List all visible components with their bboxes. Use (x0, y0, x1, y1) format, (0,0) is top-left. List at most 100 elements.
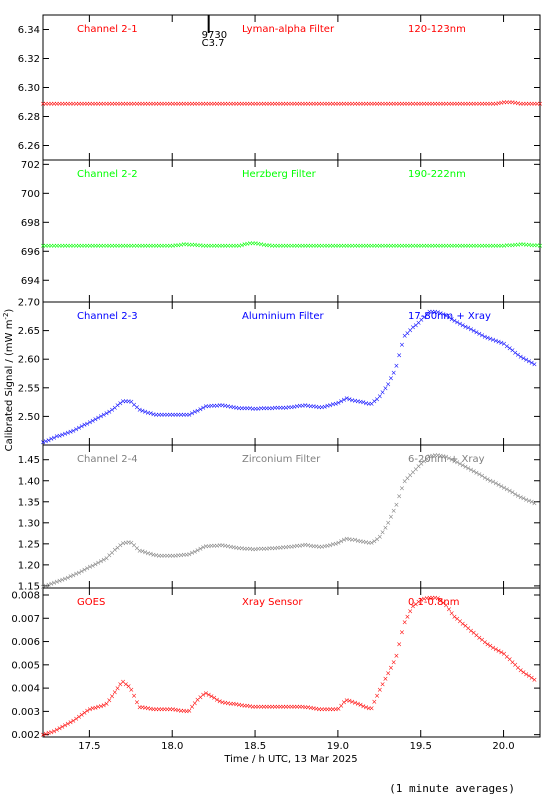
data-point: × (104, 100, 110, 108)
data-point: × (159, 411, 165, 419)
data-point: × (272, 100, 278, 108)
data-point: × (413, 100, 419, 108)
data-point: × (214, 696, 220, 704)
data-point: × (407, 607, 413, 615)
data-point: × (457, 100, 463, 108)
data-point: × (59, 431, 65, 439)
data-point: × (148, 100, 154, 108)
data-point: × (402, 242, 408, 250)
data-point: × (526, 672, 532, 680)
data-point: × (498, 648, 504, 656)
data-point: × (371, 398, 377, 406)
data-point: × (391, 369, 397, 377)
data-point: × (319, 242, 325, 250)
data-point: × (195, 241, 201, 249)
data-point: × (181, 241, 187, 249)
data-point: × (269, 404, 275, 412)
data-point: × (54, 100, 60, 108)
data-point: × (322, 242, 328, 250)
data-point: × (48, 728, 54, 736)
data-point: × (327, 706, 333, 714)
data-point: × (120, 539, 126, 547)
data-point: × (382, 675, 388, 683)
data-point: × (206, 542, 212, 550)
data-point: × (128, 686, 134, 694)
data-point: × (496, 242, 502, 250)
data-point: × (151, 410, 157, 418)
data-point: × (175, 552, 181, 560)
data-point: × (117, 681, 123, 689)
data-point: × (59, 576, 65, 584)
data-point: × (391, 100, 397, 108)
data-point: × (181, 100, 187, 108)
data-point: × (509, 99, 515, 107)
data-point: × (123, 397, 129, 405)
data-point: × (344, 535, 350, 543)
data-point: × (173, 100, 179, 108)
data-point: × (399, 341, 405, 349)
data-point: × (482, 242, 488, 250)
data-point: × (446, 455, 452, 463)
data-point: × (112, 688, 118, 696)
data-point: × (308, 704, 314, 712)
x-axis-title: Time / h UTC, 13 Mar 2025 (223, 754, 357, 765)
data-point: × (322, 100, 328, 108)
data-point: × (405, 474, 411, 482)
data-point: × (214, 242, 220, 250)
data-point: × (490, 478, 496, 486)
data-point: × (40, 439, 46, 447)
data-point: × (120, 678, 126, 686)
data-point: × (333, 400, 339, 408)
data-point: × (278, 404, 284, 412)
data-point: × (217, 402, 223, 410)
data-point: × (73, 570, 79, 578)
data-point: × (51, 579, 57, 587)
data-point: × (347, 100, 353, 108)
data-point: × (178, 100, 184, 108)
data-point: × (393, 362, 399, 370)
data-point: × (261, 545, 267, 553)
data-point: × (98, 242, 104, 250)
data-point: × (358, 242, 364, 250)
footnote: (1 minute averages) (389, 782, 515, 795)
data-point: × (192, 241, 198, 249)
data-point: × (485, 100, 491, 108)
data-point: × (178, 241, 184, 249)
data-point: × (460, 100, 466, 108)
data-point: × (81, 100, 87, 108)
data-point: × (142, 100, 148, 108)
data-point: × (529, 674, 535, 682)
data-point: × (471, 629, 477, 637)
data-point: × (197, 545, 203, 553)
data-point: × (468, 242, 474, 250)
data-point: × (457, 320, 463, 328)
data-point: × (396, 242, 402, 250)
data-point: × (369, 539, 375, 547)
data-point: × (347, 242, 353, 250)
data-point: × (242, 241, 248, 249)
data-point: × (311, 704, 317, 712)
data-point: × (391, 242, 397, 250)
data-point: × (520, 495, 526, 503)
data-point: × (501, 484, 507, 492)
data-point: × (380, 242, 386, 250)
data-point: × (95, 703, 101, 711)
data-point: × (233, 404, 239, 412)
data-point: × (523, 100, 529, 108)
data-point: × (46, 100, 52, 108)
x-tick-label: 17.5 (78, 741, 100, 752)
data-point: × (222, 542, 228, 550)
data-point: × (206, 691, 212, 699)
data-point: × (512, 241, 518, 249)
data-point: × (471, 327, 477, 335)
data-point: × (236, 100, 242, 108)
data-point: × (73, 425, 79, 433)
panel-2-series: ××××××××××××××××××××××××××××××××××××××××… (40, 239, 543, 250)
data-point: × (278, 703, 284, 711)
data-point: × (253, 405, 259, 413)
data-point: × (515, 351, 521, 359)
data-point: × (283, 404, 289, 412)
data-point: × (269, 100, 275, 108)
data-point: × (465, 242, 471, 250)
y-tick-label: 6.26 (18, 141, 40, 152)
